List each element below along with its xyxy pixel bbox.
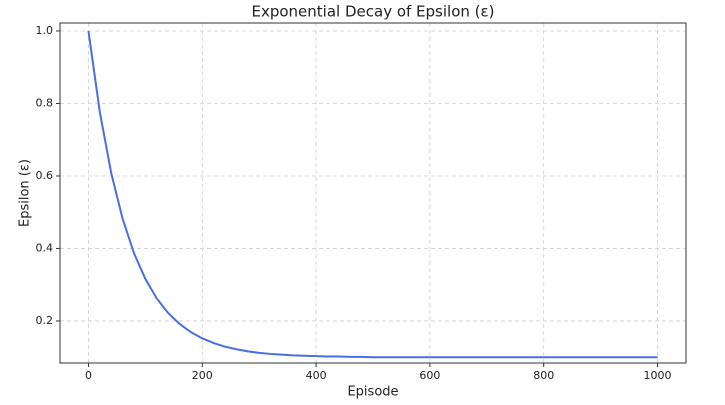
x-tick-label: 200 [192, 369, 213, 382]
x-tick-label: 400 [306, 369, 327, 382]
chart-title: Exponential Decay of Epsilon (ε) [252, 3, 495, 21]
x-tick-label: 800 [533, 369, 554, 382]
y-tick-label: 0.8 [36, 96, 54, 109]
x-tick-label: 0 [85, 369, 92, 382]
y-axis-label: Epsilon (ε) [18, 159, 33, 227]
x-axis-label: Episode [347, 385, 398, 400]
x-tick-label: 1000 [644, 369, 672, 382]
line-series [87, 30, 658, 359]
x-tick-label: 600 [419, 369, 440, 382]
y-tick-label: 0.6 [36, 169, 54, 182]
plot-frame [59, 22, 687, 364]
y-tick-label: 0.2 [36, 314, 54, 327]
y-tick-label: 0.4 [36, 241, 54, 254]
y-tick-label: 1.0 [36, 24, 54, 37]
